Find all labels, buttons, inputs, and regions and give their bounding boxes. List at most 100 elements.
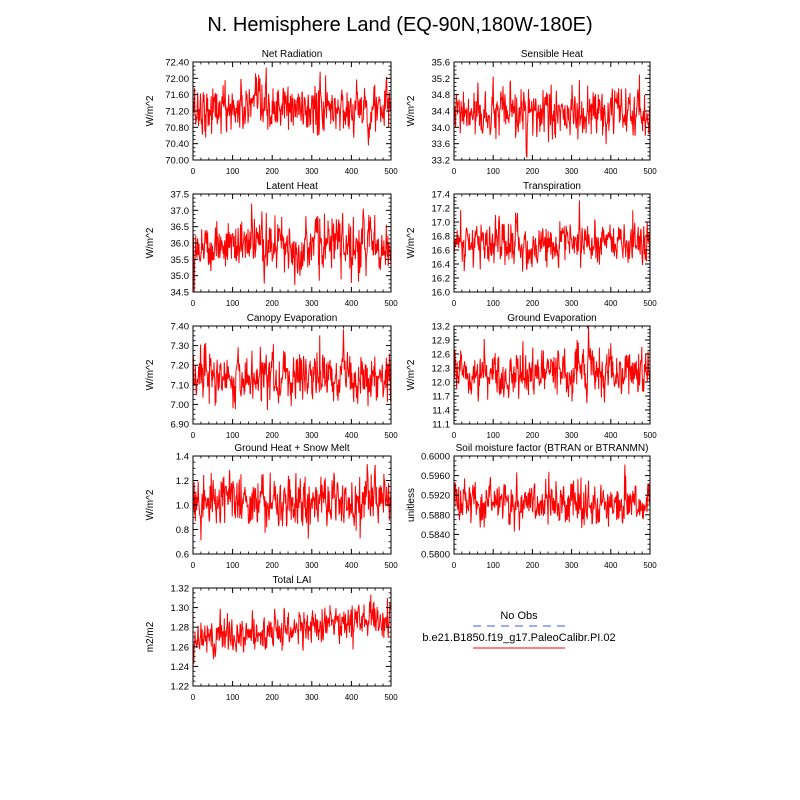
- x-tick-label-8-4: 400: [345, 693, 359, 702]
- y-tick-label-0-3: 71.20: [165, 107, 189, 118]
- y-tick-label-4-5: 7.40: [171, 322, 190, 333]
- legend: No Obs b.e21.B1850.f19_g17.PaleoCalibr.P…: [422, 610, 616, 649]
- x-tick-label-1-5: 500: [643, 167, 657, 176]
- y-tick-label-1-3: 34.4: [432, 107, 451, 118]
- y-tick-label-3-5: 17.0: [432, 218, 451, 229]
- legend-obs-label: No Obs: [500, 610, 538, 622]
- y-tick-label-4-3: 7.20: [171, 361, 190, 372]
- x-tick-label-0-5: 500: [384, 167, 398, 176]
- y-tick-label-6-1: 0.8: [176, 525, 189, 536]
- y-tick-label-2-5: 37.0: [171, 206, 190, 217]
- x-tick-label-8-1: 100: [226, 693, 240, 702]
- x-tick-label-3-3: 300: [565, 299, 579, 308]
- panel-6: 0 100 200 300 400 500 0.6 0.8 1.0 1.2 1.4 Ground He…: [145, 443, 398, 570]
- y-tick-label-6-2: 1.0: [176, 501, 189, 512]
- y-tick-label-7-1: 0.5840: [421, 530, 450, 541]
- panel-2: 0 100 200 300 400 500 34.5 35.0 35.5 36.0 36.5 37.0…: [145, 181, 398, 308]
- x-tick-label-8-2: 200: [266, 693, 280, 702]
- panel-title-2: Latent Heat: [266, 181, 318, 192]
- y-tick-label-2-1: 35.0: [171, 271, 190, 282]
- y-tick-label-4-1: 7.00: [171, 400, 190, 411]
- y-tick-label-2-2: 35.5: [171, 255, 190, 266]
- x-tick-label-8-0: 0: [191, 693, 196, 702]
- y-tick-label-1-4: 34.8: [432, 90, 451, 101]
- panel-7: 0 100 200 300 400 500 0.5800 0.5840 0.5880 0.5920…: [406, 443, 657, 570]
- x-tick-label-1-3: 300: [565, 167, 579, 176]
- series-line-5: [453, 325, 651, 404]
- y-tick-label-8-1: 1.24: [171, 662, 190, 673]
- y-tick-label-1-1: 33.6: [432, 139, 451, 150]
- x-tick-label-4-1: 100: [226, 431, 240, 440]
- y-axis-label-1: W/m^2: [406, 95, 417, 126]
- y-tick-label-3-7: 17.4: [432, 190, 451, 201]
- y-tick-label-8-5: 1.32: [171, 584, 190, 595]
- x-tick-label-6-3: 300: [305, 561, 319, 570]
- x-tick-label-4-4: 400: [345, 431, 359, 440]
- x-tick-label-7-5: 500: [643, 561, 657, 570]
- x-tick-label-8-5: 500: [384, 693, 398, 702]
- x-tick-label-7-3: 300: [565, 561, 579, 570]
- x-tick-label-4-2: 200: [266, 431, 280, 440]
- x-tick-label-3-0: 0: [452, 299, 457, 308]
- y-tick-label-0-1: 70.40: [165, 139, 189, 150]
- y-tick-label-3-4: 16.8: [432, 232, 451, 243]
- panel-4: 0 100 200 300 400 500 6.90 7.00 7.10 7.20 7.30 7.40…: [145, 313, 398, 440]
- panel-5: 0 100 200 300 400 500 11.1 11.4 11.7 12.0 12.3 12.6…: [406, 313, 657, 440]
- x-tick-label-3-1: 100: [487, 299, 501, 308]
- y-tick-label-1-5: 35.2: [432, 74, 451, 85]
- y-tick-label-8-0: 1.22: [171, 682, 190, 693]
- y-tick-label-3-3: 16.6: [432, 246, 451, 257]
- y-tick-label-3-1: 16.2: [432, 274, 451, 285]
- x-tick-label-1-2: 200: [526, 167, 540, 176]
- x-tick-label-3-5: 500: [643, 299, 657, 308]
- panel-0: 0 100 200 300 400 500 70.00 70.40 70.80 71.20 71.6…: [145, 49, 398, 176]
- x-tick-label-5-0: 0: [452, 431, 457, 440]
- y-tick-label-7-0: 0.5800: [421, 550, 450, 561]
- y-axis-label-2: W/m^2: [145, 227, 156, 258]
- panel-title-7: Soil moisture factor (BTRAN or BTRANMN): [456, 443, 649, 454]
- y-tick-label-0-6: 72.40: [165, 58, 189, 69]
- y-tick-label-5-1: 11.4: [432, 406, 450, 417]
- y-tick-label-0-5: 72.00: [165, 74, 189, 85]
- x-tick-label-7-1: 100: [487, 561, 501, 570]
- x-tick-label-8-3: 300: [305, 693, 319, 702]
- y-axis-label-0: W/m^2: [145, 95, 156, 126]
- x-tick-label-6-5: 500: [384, 561, 398, 570]
- y-tick-label-4-0: 6.90: [171, 420, 190, 431]
- y-axis-label-7: unitless: [406, 488, 417, 522]
- x-tick-label-2-0: 0: [191, 299, 196, 308]
- y-tick-label-4-4: 7.30: [171, 341, 190, 352]
- y-axis-label-5: W/m^2: [406, 359, 417, 390]
- y-tick-label-0-0: 70.00: [165, 156, 189, 167]
- y-tick-label-7-2: 0.5880: [421, 510, 450, 521]
- y-tick-label-5-7: 13.2: [432, 322, 451, 333]
- y-tick-label-3-6: 17.2: [432, 204, 451, 215]
- x-tick-label-2-4: 400: [345, 299, 359, 308]
- x-tick-label-2-1: 100: [226, 299, 240, 308]
- panel-title-0: Net Radiation: [262, 49, 323, 60]
- x-tick-label-6-0: 0: [191, 561, 196, 570]
- x-tick-label-1-0: 0: [452, 167, 457, 176]
- series-line-0: [192, 67, 392, 146]
- y-tick-label-5-2: 11.7: [432, 392, 450, 403]
- y-tick-label-2-4: 36.5: [171, 222, 190, 233]
- y-tick-label-5-3: 12.0: [432, 378, 451, 389]
- panel-title-5: Ground Evaporation: [507, 313, 597, 324]
- y-tick-label-0-4: 71.60: [165, 90, 189, 101]
- series-line-7: [453, 464, 651, 532]
- panel-8: 0 100 200 300 400 500 1.22 1.24 1.26 1.28 1.30 1.32…: [145, 575, 398, 702]
- x-tick-label-2-3: 300: [305, 299, 319, 308]
- panel-title-3: Transpiration: [523, 181, 581, 192]
- x-tick-label-4-5: 500: [384, 431, 398, 440]
- x-tick-label-2-2: 200: [266, 299, 280, 308]
- y-tick-label-2-6: 37.5: [171, 190, 190, 201]
- y-tick-label-5-0: 11.1: [432, 420, 450, 431]
- y-tick-label-1-0: 33.2: [432, 156, 451, 167]
- x-tick-label-4-0: 0: [191, 431, 196, 440]
- x-tick-label-6-1: 100: [226, 561, 240, 570]
- figure-title: N. Hemisphere Land (EQ-90N,180W-180E): [207, 14, 592, 36]
- y-tick-label-6-3: 1.2: [176, 476, 189, 487]
- x-tick-label-6-4: 400: [345, 561, 359, 570]
- plot-frame-4: [192, 325, 392, 425]
- panel-title-6: Ground Heat + Snow Melt: [234, 443, 350, 454]
